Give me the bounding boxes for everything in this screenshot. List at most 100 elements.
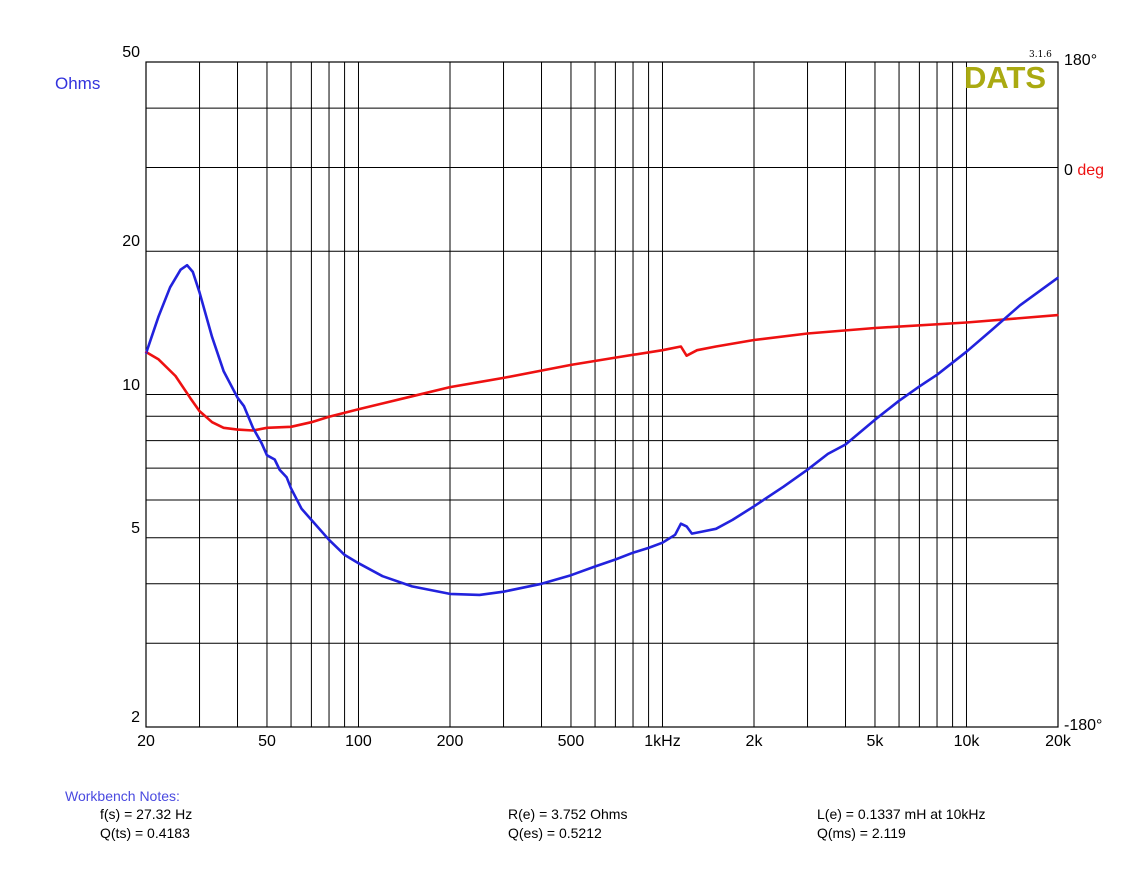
impedance-point bbox=[632, 551, 634, 554]
phase-point bbox=[290, 426, 292, 428]
phase-series-line bbox=[145, 313, 1059, 432]
impedance-point bbox=[243, 405, 245, 407]
phase-point bbox=[570, 364, 572, 366]
impedance-point bbox=[898, 399, 900, 402]
impedance-point bbox=[1019, 304, 1021, 307]
impedance-point bbox=[715, 528, 717, 530]
impedance-point bbox=[260, 442, 263, 444]
left-tick-label: 2 bbox=[131, 709, 140, 726]
impedance-point bbox=[411, 585, 413, 588]
impedance-point bbox=[169, 286, 171, 289]
impedance-point bbox=[965, 350, 968, 353]
impedance-point bbox=[300, 508, 303, 510]
x-tick-label: 1kHz bbox=[644, 733, 681, 750]
phase-point bbox=[502, 377, 505, 379]
impedance-point bbox=[874, 418, 876, 421]
phase-point bbox=[806, 332, 809, 335]
impedance-point bbox=[278, 468, 281, 471]
impedance-point bbox=[236, 396, 239, 399]
phase-point bbox=[753, 339, 755, 341]
phase-point bbox=[236, 428, 239, 431]
left-axis-label: Ohms bbox=[55, 74, 101, 93]
left-tick-label: 20 bbox=[122, 233, 140, 251]
impedance-point bbox=[731, 519, 734, 521]
chart-grid bbox=[146, 62, 1058, 727]
impedance-point bbox=[157, 315, 160, 318]
impedance-point bbox=[753, 505, 755, 508]
impedance-point bbox=[449, 593, 451, 595]
x-tick-label: 2k bbox=[745, 733, 763, 750]
impedance-point bbox=[701, 530, 703, 533]
impedance-point bbox=[328, 538, 330, 541]
version-label: 3.1.6 bbox=[1029, 50, 1052, 60]
phase-point bbox=[198, 410, 201, 412]
impedance-point bbox=[918, 385, 921, 388]
phase-point bbox=[145, 351, 147, 353]
impedance-point bbox=[685, 525, 688, 528]
phase-point bbox=[357, 408, 360, 411]
phase-point bbox=[715, 345, 717, 348]
x-tick-label: 10k bbox=[953, 733, 980, 750]
note-qes: Q(es) = 0.5212 bbox=[508, 825, 602, 841]
impedance-point bbox=[222, 370, 225, 372]
impedance-point bbox=[989, 330, 992, 332]
dats-logo: DATS bbox=[964, 60, 1047, 95]
x-tick-label: 100 bbox=[345, 733, 372, 750]
chart-points bbox=[145, 264, 1059, 596]
impedance-point bbox=[661, 541, 664, 544]
impedance-point bbox=[827, 453, 829, 455]
impedance-point bbox=[806, 468, 809, 471]
right-axis-zero-tick: 0 bbox=[1064, 162, 1073, 179]
impedance-point bbox=[614, 558, 617, 561]
impedance-point bbox=[310, 519, 313, 521]
impedance-point bbox=[357, 562, 360, 564]
note-fs: f(s) = 27.32 Hz bbox=[100, 806, 193, 822]
impedance-point bbox=[273, 458, 276, 461]
impedance-point bbox=[691, 532, 693, 535]
impedance-point bbox=[252, 427, 254, 429]
impedance-point bbox=[540, 583, 543, 585]
impedance-series-line bbox=[144, 263, 1059, 597]
x-tick-label: 200 bbox=[436, 733, 464, 750]
workbench-notes-title: Workbench Notes: bbox=[65, 788, 180, 804]
phase-point bbox=[1057, 314, 1059, 316]
impedance-point bbox=[266, 454, 268, 457]
impedance-point bbox=[594, 565, 596, 568]
left-tick-label: 5 bbox=[131, 519, 140, 537]
impedance-point bbox=[782, 485, 785, 488]
impedance-point bbox=[191, 271, 194, 273]
impedance-point bbox=[647, 547, 650, 549]
impedance-point bbox=[186, 264, 188, 266]
phase-point bbox=[222, 426, 225, 429]
impedance-point bbox=[290, 487, 292, 490]
phase-point bbox=[266, 426, 268, 429]
phase-point bbox=[411, 395, 413, 398]
note-re: R(e) = 3.752 Ohms bbox=[508, 806, 628, 822]
impedance-point bbox=[381, 575, 384, 577]
note-qts: Q(ts) = 0.4183 bbox=[100, 825, 190, 841]
phase-point bbox=[874, 327, 876, 329]
plot-frame bbox=[145, 61, 1059, 728]
impedance-point bbox=[502, 590, 505, 593]
impedance-point bbox=[570, 574, 572, 577]
impedance-point bbox=[343, 554, 346, 556]
right-axis-zero-group: 0 deg bbox=[1064, 162, 1104, 180]
phase-point bbox=[685, 354, 688, 357]
note-qms: Q(ms) = 2.119 bbox=[817, 825, 906, 841]
phase-point bbox=[211, 421, 213, 424]
x-tick-label: 20 bbox=[137, 733, 155, 750]
phase-point bbox=[965, 321, 968, 324]
impedance-point bbox=[145, 352, 147, 355]
impedance-point bbox=[285, 476, 288, 479]
impedance-point bbox=[1057, 276, 1059, 279]
phase-point bbox=[174, 375, 177, 377]
phase-point bbox=[680, 345, 682, 348]
phase-point bbox=[614, 356, 617, 359]
x-tick-label: 500 bbox=[557, 733, 585, 750]
phase-point bbox=[252, 429, 254, 432]
x-tick-label: 50 bbox=[258, 733, 276, 750]
left-tick-label: 10 bbox=[122, 376, 140, 394]
impedance-point bbox=[198, 291, 201, 294]
right-tick-label: -180° bbox=[1064, 717, 1103, 734]
